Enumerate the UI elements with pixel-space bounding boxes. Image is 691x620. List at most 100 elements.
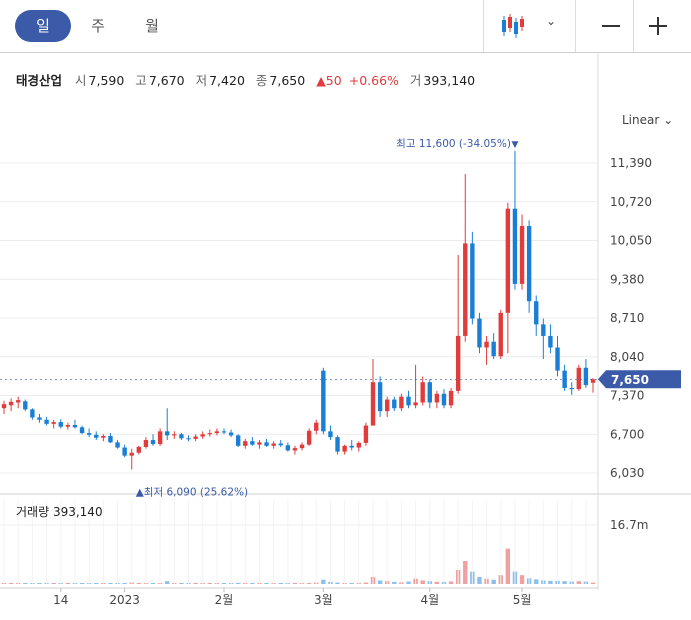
candle-body [207,433,212,435]
price-tick-label: 10,720 [610,195,652,209]
volume-bar [179,583,184,584]
volume-bar [136,583,142,584]
candle-body [370,382,376,426]
candle-body [15,400,21,403]
candle-body [58,422,63,427]
candle-body [150,440,156,445]
volume-panel-value: 393,140 [52,505,103,519]
candle-body [406,396,411,406]
candle-body [186,438,191,440]
candle-body [72,424,78,428]
candle-body [363,425,369,443]
candle-body [44,419,49,424]
toolbar-divider [575,0,576,52]
volume-bar [505,548,511,584]
time-tick-label: 14 [53,593,68,607]
candle-body [257,442,262,445]
zoom-in-icon-stem [657,17,659,35]
candle-body [399,396,404,409]
candle-body [179,434,184,439]
tab-daily[interactable]: 일 [15,10,71,42]
candle-body [94,434,99,438]
candle-body [463,243,468,336]
candle-body [228,432,234,436]
candle-body [264,442,269,446]
candle-body [292,448,298,451]
candle-body [30,409,35,418]
volume-bar [349,582,354,584]
chevron-down-icon[interactable]: ⌄ [546,14,557,28]
candle-body [356,442,362,448]
candle-body [101,435,106,438]
volume-bar [420,580,425,584]
candle-body [306,430,312,445]
volume-panel-label: 거래량 [16,505,50,519]
volume-tick-label: 16.7m [610,518,648,532]
candle-body [491,341,496,357]
tab-monthly[interactable]: 월 [145,17,159,35]
candle-body [413,402,418,406]
price-tick-label: 10,050 [610,234,652,248]
volume-bar [150,583,156,584]
price-tick-label: 11,390 [610,156,652,170]
volume-bar [477,576,482,584]
candle-body [136,446,142,453]
toolbar-divider [483,0,484,52]
candle-body [299,444,305,449]
volume-bar [193,583,198,584]
scale-selector[interactable]: Linear ⌄ [622,113,674,127]
candle-body [392,399,397,409]
tab-weekly[interactable]: 주 [91,17,105,35]
candle-body [214,431,220,434]
candle-body [285,445,291,451]
candle-body [455,335,461,391]
low-value: 7,420 [209,73,245,88]
volume-bar [448,581,454,584]
time-tick-label: 4월 [420,593,439,607]
candle-body [505,208,511,313]
candle-body [335,437,340,452]
candle-body [526,226,532,302]
volume-bar [392,581,397,584]
candle-body [434,393,440,403]
stock-summary: 태경산업 시 7,590 고 7,670 저 7,420 종 7,650 ▲50 +0.6… [16,70,482,89]
top-toolbar: 일 주 월 ⌄ [0,0,691,53]
high-value: 7,670 [148,73,185,88]
volume-bar [306,582,312,584]
candle-body [583,367,589,386]
candle-body [590,379,596,383]
zoom-out-icon[interactable] [602,25,620,27]
price-tick-label: 7,370 [610,389,644,403]
volume-bar [590,582,596,584]
candle-body [548,335,553,348]
stock-name: 태경산업 [16,73,63,88]
volume-bar [377,580,383,584]
time-tick-label: 5월 [513,593,532,607]
candlestick-icon[interactable] [500,13,526,39]
candle-body [221,431,227,433]
scale-label: Linear [622,113,660,127]
candle-body [420,382,425,403]
volume-bar [576,581,582,584]
candle-body [534,301,539,325]
volume-bar [221,583,227,584]
volume-bar [278,583,283,584]
candle-body [108,435,113,443]
price-tick-label: 8,040 [610,350,644,364]
volume-bar [463,561,468,584]
volume-bar [94,583,99,584]
change-value: ▲50 [316,73,342,88]
candle-body [200,434,205,437]
volume-value: 393,140 [423,73,476,88]
candle-body [235,435,241,446]
open-value: 7,590 [88,73,125,88]
candle-body [172,434,177,436]
volume-bar [8,583,14,584]
volume-bar [363,582,369,584]
current-price-tag [598,370,681,389]
high-marker-icon: ▼ [511,140,518,150]
price-tick-label: 9,380 [610,272,644,286]
candle-body [377,382,383,412]
volume-bar [264,583,269,584]
